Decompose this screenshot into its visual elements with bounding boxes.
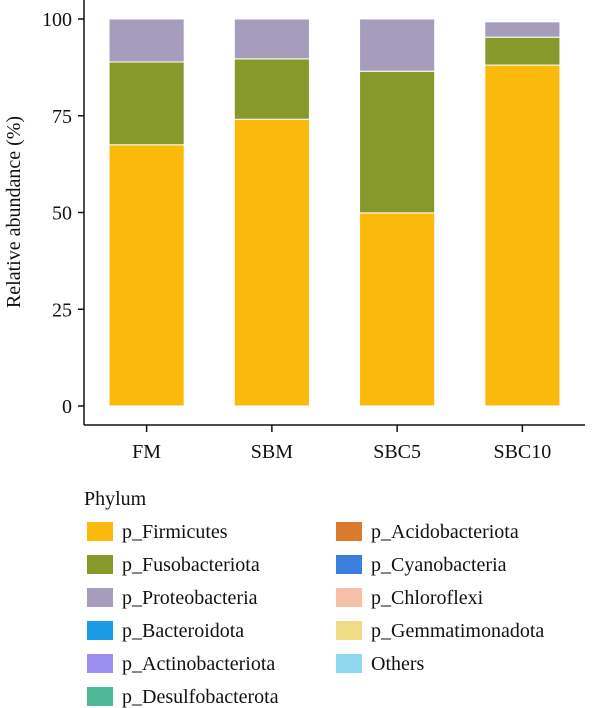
legend: Phylum p_Firmicutes p_Fusobacteriota p_Pro… bbox=[84, 488, 544, 708]
bar-segment-sbm-p-firmicutes bbox=[233, 118, 310, 407]
y-tick-label: 75 bbox=[52, 106, 72, 128]
bar-segment-sbc10-p-fusobacteriota bbox=[484, 36, 561, 66]
legend-label: p_Gemmatimonadota bbox=[371, 620, 544, 642]
legend-swatch-p-gemmatimonadota bbox=[336, 621, 362, 640]
x-tick-label: FM bbox=[132, 441, 161, 463]
legend-swatch-others bbox=[336, 654, 362, 673]
bar-segment-sbc10-others bbox=[484, 18, 561, 21]
x-tick-label: SBM bbox=[251, 441, 293, 463]
legend-label: p_Cyanobacteria bbox=[371, 554, 507, 576]
bar-segment-sbc10-p-firmicutes bbox=[484, 64, 561, 407]
bar-segment-sbc5-p-proteobacteria bbox=[359, 18, 436, 72]
bar-segment-fm-p-proteobacteria bbox=[108, 18, 185, 63]
bar-segment-sbm-p-proteobacteria bbox=[233, 18, 310, 60]
axes-group: 0 25 50 75 100 FM SBM SBC5 SBC10 bbox=[42, 0, 585, 463]
y-tick-label: 25 bbox=[52, 299, 72, 321]
legend-label: p_Fusobacteriota bbox=[122, 554, 260, 576]
legend-label: p_Acidobacteriota bbox=[371, 521, 519, 543]
legend-swatch-p-firmicutes bbox=[87, 522, 113, 541]
legend-label: Others bbox=[371, 653, 425, 675]
bar-segment-sbc5-p-firmicutes bbox=[359, 212, 436, 407]
legend-swatch-p-fusobacteriota bbox=[87, 555, 113, 574]
legend-swatch-p-desulfobacterota bbox=[87, 687, 113, 706]
x-tick-label: SBC5 bbox=[373, 441, 421, 463]
legend-swatch-p-cyanobacteria bbox=[336, 555, 362, 574]
legend-swatch-p-chloroflexi bbox=[336, 588, 362, 607]
legend-label: p_Chloroflexi bbox=[371, 587, 484, 609]
y-tick-label: 0 bbox=[62, 396, 72, 418]
bar-segment-sbc5-p-fusobacteriota bbox=[359, 70, 436, 214]
legend-label: p_Actinobacteriota bbox=[122, 653, 275, 675]
legend-swatch-p-acidobacteriota bbox=[336, 522, 362, 541]
legend-label: p_Bacteroidota bbox=[122, 620, 244, 642]
x-tick-label: SBC10 bbox=[493, 441, 551, 463]
legend-label: p_Proteobacteria bbox=[122, 587, 258, 609]
y-tick-label: 100 bbox=[42, 9, 72, 31]
legend-swatch-p-proteobacteria bbox=[87, 588, 113, 607]
bar-segment-sbm-p-fusobacteriota bbox=[233, 58, 310, 120]
legend-swatch-p-bacteroidota bbox=[87, 621, 113, 640]
bar-segment-fm-p-firmicutes bbox=[108, 144, 185, 407]
bars-group bbox=[108, 18, 561, 407]
y-tick-label: 50 bbox=[52, 203, 72, 225]
legend-label: p_Firmicutes bbox=[122, 521, 228, 543]
bar-segment-fm-p-fusobacteriota bbox=[108, 61, 185, 146]
y-axis-title: Relative abundance (%) bbox=[3, 116, 25, 308]
legend-label: p_Desulfobacterota bbox=[122, 686, 279, 708]
bar-segment-sbc10-p-proteobacteria bbox=[484, 21, 561, 38]
legend-title: Phylum bbox=[84, 488, 147, 510]
legend-swatch-p-actinobacteriota bbox=[87, 654, 113, 673]
